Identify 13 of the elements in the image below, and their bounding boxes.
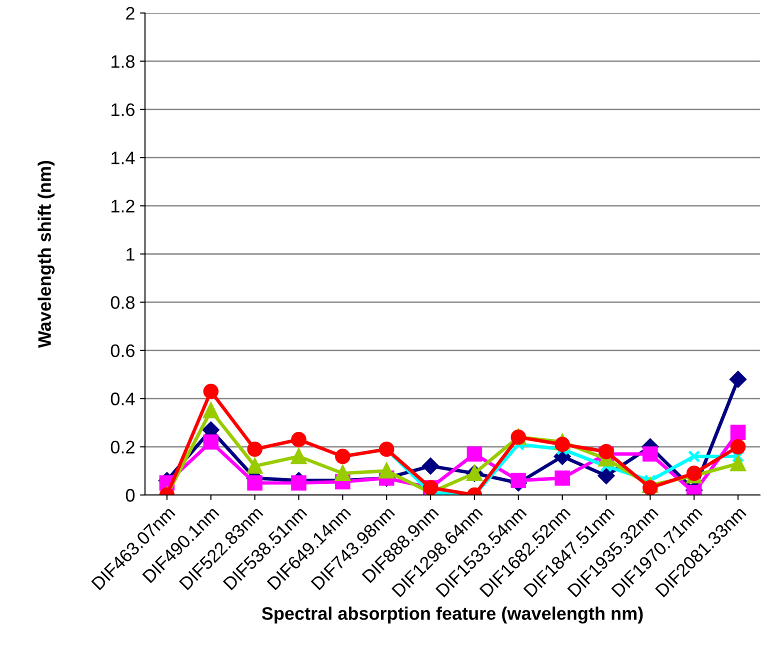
x-axis-title: Spectral absorption feature (wavelength nm) bbox=[262, 606, 643, 624]
y-axis-title: Wavelength shift (nm) bbox=[38, 160, 55, 348]
y-tick-label: 1.6 bbox=[112, 103, 134, 116]
y-tick-label: 1 bbox=[126, 248, 134, 261]
y-tick-label: 2 bbox=[126, 6, 134, 20]
y-tick-label: 1.8 bbox=[112, 55, 134, 68]
y-tick-label: 0.2 bbox=[110, 440, 134, 454]
y-tick-label: 0.8 bbox=[110, 296, 134, 309]
y-tick-label: 0 bbox=[126, 488, 135, 502]
y-tick-label: 1.4 bbox=[112, 152, 135, 164]
y-tick-label: 1.2 bbox=[112, 200, 134, 212]
y-tick-label: 0.6 bbox=[110, 344, 134, 358]
y-tick-label: 0.4 bbox=[110, 392, 135, 406]
